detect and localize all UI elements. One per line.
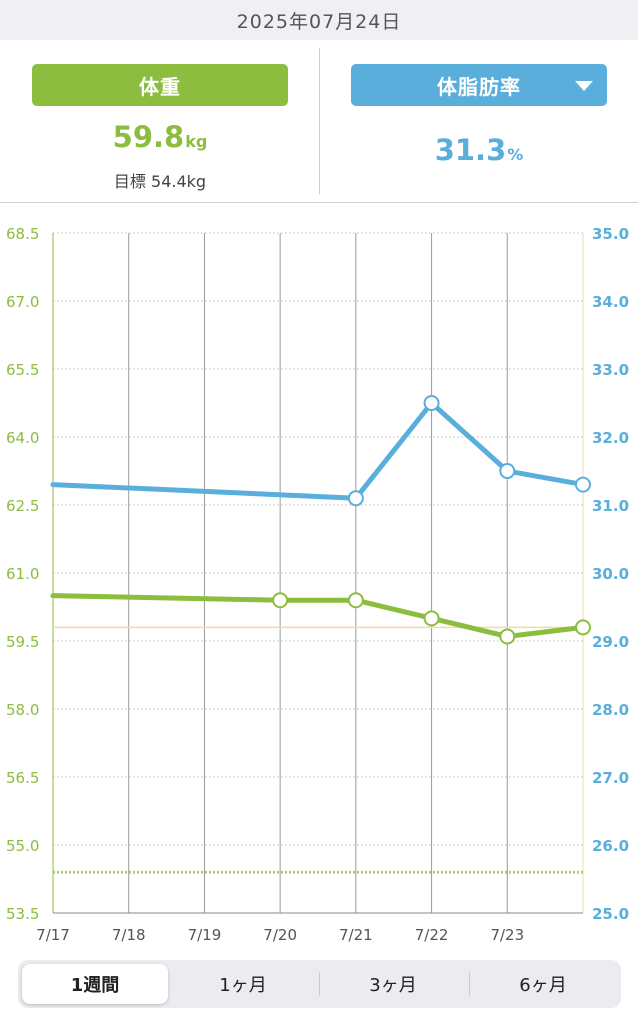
- weight-data-point: [575, 619, 591, 636]
- weight-series-line: [50, 593, 586, 639]
- right-tick-label: 35.0: [592, 225, 629, 243]
- bodyfat-data-point: [499, 463, 516, 479]
- summary-divider: [319, 48, 320, 194]
- x-tick-label: 7/22: [415, 926, 449, 944]
- right-tick-label: 30.0: [592, 565, 629, 583]
- weight-goal: 目標 54.4kg: [32, 168, 288, 192]
- x-tick-label: 7/20: [263, 926, 297, 944]
- weight-value: 59.8kg: [32, 120, 288, 154]
- bodyfat-data-point: [575, 476, 591, 493]
- weight-data-point: [272, 592, 289, 609]
- x-tick-label: 7/18: [112, 926, 146, 944]
- bodyfat-number: 31.3: [434, 133, 507, 167]
- right-tick-label: 29.0: [592, 633, 629, 651]
- weight-data-point: [499, 628, 516, 645]
- right-tick-label: 32.0: [592, 429, 629, 447]
- tab-label: 1ヶ月: [219, 975, 267, 996]
- left-tick-label: 53.5: [6, 905, 39, 923]
- goal-label: 目標: [113, 172, 146, 191]
- tab-separator: [469, 972, 470, 996]
- date-label: 2025年07月24日: [236, 10, 402, 33]
- x-tick-label: 7/21: [339, 926, 373, 944]
- bodyfat-data-point: [347, 490, 364, 507]
- tab-label: 6ヶ月: [519, 975, 567, 996]
- bodyfat-data-point: [423, 395, 440, 411]
- bodyfat-selector-button[interactable]: 体脂肪率: [351, 64, 607, 106]
- left-tick-label: 64.0: [6, 429, 39, 447]
- tab-1-week[interactable]: 1週間: [22, 964, 168, 1004]
- tab-label: 3ヶ月: [369, 975, 417, 996]
- left-tick-label: 67.0: [6, 293, 39, 311]
- bodyfat-series-line: [50, 400, 586, 501]
- x-tick-label: 7/19: [188, 926, 222, 944]
- right-tick-label: 31.0: [592, 497, 629, 515]
- date-header: 2025年07月24日: [0, 0, 638, 40]
- bodyfat-unit: %: [507, 145, 524, 164]
- summary-panel: 体重 59.8kg 目標 54.4kg 体脂肪率 31.3%: [0, 40, 638, 203]
- left-tick-label: 56.5: [6, 769, 39, 787]
- tab-separator: [319, 972, 320, 996]
- right-tick-label: 33.0: [592, 361, 629, 379]
- left-tick-label: 62.5: [6, 497, 39, 515]
- weight-unit: kg: [185, 132, 208, 151]
- weight-title-badge: 体重: [32, 64, 288, 106]
- x-tick-label: 7/17: [36, 926, 70, 944]
- right-tick-label: 28.0: [592, 701, 629, 719]
- bodyfat-title: 体脂肪率: [437, 74, 521, 99]
- chevron-down-icon: [575, 81, 593, 91]
- left-tick-label: 61.0: [6, 565, 39, 583]
- right-tick-label: 26.0: [592, 837, 629, 855]
- left-tick-label: 65.5: [6, 361, 39, 379]
- right-tick-label: 25.0: [592, 905, 629, 923]
- left-tick-label: 59.5: [6, 633, 39, 651]
- weight-number: 59.8: [112, 120, 185, 154]
- left-tick-label: 68.5: [6, 225, 39, 243]
- x-tick-label: 7/23: [490, 926, 524, 944]
- weight-title: 体重: [139, 74, 181, 99]
- tab-1-month[interactable]: 1ヶ月: [170, 964, 316, 1004]
- tab-label: 1週間: [70, 975, 120, 996]
- goal-value: 54.4kg: [151, 172, 207, 191]
- right-tick-label: 27.0: [592, 769, 629, 787]
- bodyfat-value: 31.3%: [351, 133, 607, 167]
- weight-data-point: [347, 592, 364, 609]
- tab-3-months[interactable]: 3ヶ月: [320, 964, 466, 1004]
- tab-6-months[interactable]: 6ヶ月: [470, 964, 616, 1004]
- right-tick-label: 34.0: [592, 293, 629, 311]
- left-tick-label: 58.0: [6, 701, 39, 719]
- left-tick-label: 55.0: [6, 837, 39, 855]
- period-selector: 1週間 1ヶ月 3ヶ月 6ヶ月: [18, 960, 621, 1008]
- weight-data-point: [423, 610, 440, 627]
- weight-bodyfat-chart[interactable]: 53.5 55.0 56.5 58.0 59.5 61.0 62.5 64.0 65.5 67.0…: [0, 205, 638, 950]
